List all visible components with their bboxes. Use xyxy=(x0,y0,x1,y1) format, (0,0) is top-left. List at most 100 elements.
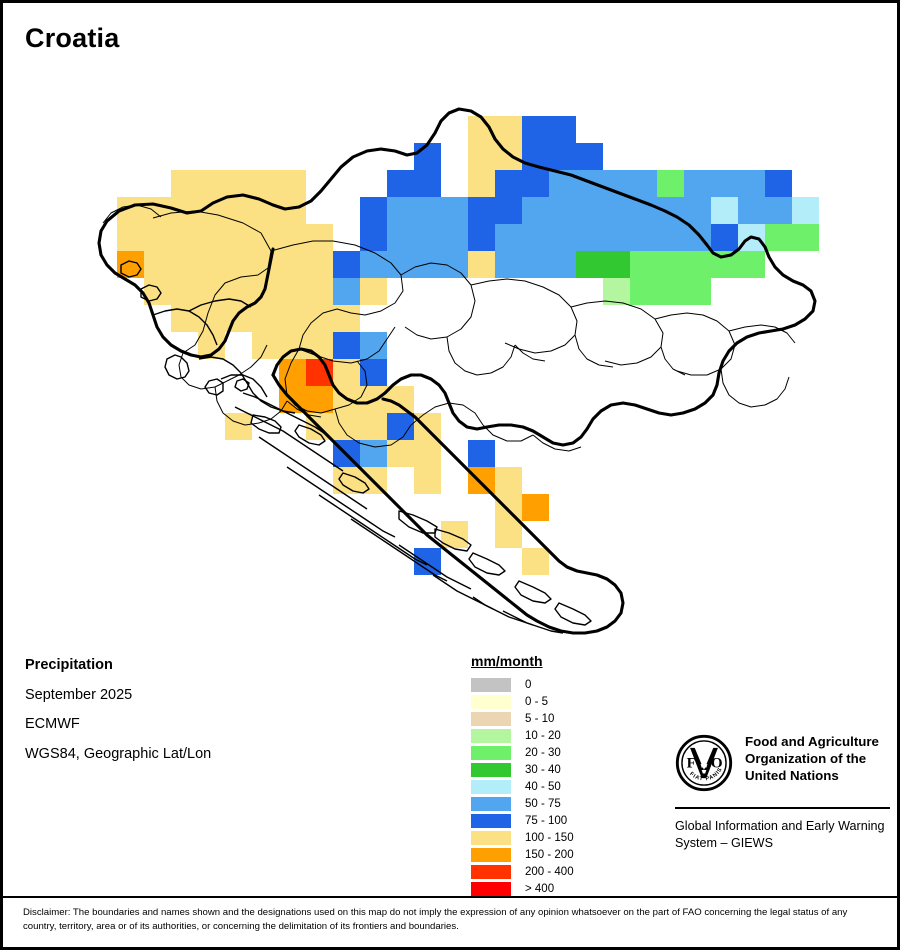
precipitation-cell xyxy=(792,224,819,251)
legend-item: 0 - 5 xyxy=(471,693,574,710)
precipitation-cell xyxy=(414,170,441,197)
precipitation-cell xyxy=(522,170,549,197)
precipitation-cell xyxy=(225,170,252,197)
precipitation-cell xyxy=(387,251,414,278)
precipitation-cell xyxy=(603,278,630,305)
precipitation-cell xyxy=(414,413,441,440)
fao-logo-icon: F O FIAT PANIS xyxy=(675,734,733,797)
precipitation-cell xyxy=(198,251,225,278)
fao-divider xyxy=(675,807,890,809)
precipitation-cell xyxy=(360,359,387,386)
precipitation-cell xyxy=(576,143,603,170)
precipitation-cell xyxy=(252,332,279,359)
precipitation-cell xyxy=(576,224,603,251)
precipitation-cell xyxy=(657,278,684,305)
legend-label: 5 - 10 xyxy=(525,712,555,725)
legend: mm/month 0 0 - 5 5 - 10 10 - 20 20 - 30 30 - … xyxy=(471,653,574,897)
legend-label: 200 - 400 xyxy=(525,865,574,878)
legend-swatch xyxy=(471,745,511,760)
precipitation-cell xyxy=(549,143,576,170)
legend-item: 40 - 50 xyxy=(471,778,574,795)
precipitation-cell xyxy=(333,278,360,305)
map-canvas[interactable] xyxy=(3,63,897,643)
legend-item: 30 - 40 xyxy=(471,761,574,778)
precipitation-cell xyxy=(468,224,495,251)
precipitation-cell xyxy=(468,170,495,197)
precipitation-cell xyxy=(657,224,684,251)
precipitation-cell xyxy=(171,224,198,251)
precipitation-cell xyxy=(441,197,468,224)
page-title: Croatia xyxy=(25,23,120,53)
legend-swatch xyxy=(471,813,511,828)
legend-label: > 400 xyxy=(525,882,555,895)
precipitation-cell xyxy=(198,224,225,251)
precipitation-map[interactable] xyxy=(3,63,897,643)
precipitation-cell xyxy=(333,332,360,359)
legend-swatch xyxy=(471,847,511,862)
precipitation-cell xyxy=(468,440,495,467)
precipitation-cell xyxy=(765,224,792,251)
precipitation-cell xyxy=(657,251,684,278)
precipitation-cell xyxy=(252,305,279,332)
precipitation-cell xyxy=(225,251,252,278)
info-variable: Precipitation xyxy=(25,657,113,673)
legend-item: 20 - 30 xyxy=(471,744,574,761)
legend-swatch xyxy=(471,694,511,709)
precipitation-cell xyxy=(333,467,360,494)
precipitation-cell xyxy=(279,197,306,224)
precipitation-cell xyxy=(468,143,495,170)
precipitation-cell xyxy=(522,224,549,251)
precipitation-cell xyxy=(171,251,198,278)
precipitation-cell xyxy=(414,197,441,224)
precipitation-cell xyxy=(198,170,225,197)
precipitation-cell xyxy=(684,170,711,197)
precipitation-cell xyxy=(279,305,306,332)
precipitation-cell xyxy=(306,386,333,413)
legend-label: 20 - 30 xyxy=(525,746,561,759)
precipitation-cell xyxy=(495,494,522,521)
precipitation-cell xyxy=(279,332,306,359)
legend-swatch xyxy=(471,830,511,845)
precipitation-cell xyxy=(360,224,387,251)
precipitation-cell xyxy=(549,224,576,251)
precipitation-cell xyxy=(360,278,387,305)
precipitation-cell xyxy=(144,224,171,251)
precipitation-cell xyxy=(630,170,657,197)
legend-item: 10 - 20 xyxy=(471,727,574,744)
national-border xyxy=(97,107,817,635)
precipitation-cell xyxy=(549,116,576,143)
legend-swatch xyxy=(471,796,511,811)
precipitation-cell xyxy=(576,251,603,278)
precipitation-cell xyxy=(117,224,144,251)
precipitation-cell xyxy=(576,197,603,224)
precipitation-cell xyxy=(522,197,549,224)
precipitation-cell xyxy=(684,251,711,278)
precipitation-cell xyxy=(306,224,333,251)
precipitation-cell xyxy=(144,197,171,224)
precipitation-cell xyxy=(657,170,684,197)
precipitation-cell xyxy=(711,197,738,224)
precipitation-cell xyxy=(630,251,657,278)
precipitation-cell xyxy=(252,251,279,278)
legend-item: 150 - 200 xyxy=(471,846,574,863)
precipitation-cell xyxy=(684,197,711,224)
legend-label: 150 - 200 xyxy=(525,848,574,861)
precipitation-cell xyxy=(495,197,522,224)
legend-label: 40 - 50 xyxy=(525,780,561,793)
legend-item: 200 - 400 xyxy=(471,863,574,880)
precipitation-cell xyxy=(738,251,765,278)
precipitation-cell xyxy=(711,224,738,251)
precipitation-cell xyxy=(495,116,522,143)
boundary-lines xyxy=(97,107,817,635)
precipitation-cell xyxy=(279,251,306,278)
legend-swatch xyxy=(471,677,511,692)
map-info-block: Precipitation September 2025 ECMWF WGS84… xyxy=(25,658,211,776)
precipitation-cell xyxy=(684,278,711,305)
precipitation-cell xyxy=(468,197,495,224)
legend-item: 100 - 150 xyxy=(471,829,574,846)
precipitation-cell xyxy=(279,224,306,251)
precipitation-cell xyxy=(495,467,522,494)
legend-swatch xyxy=(471,728,511,743)
precipitation-cell xyxy=(360,251,387,278)
